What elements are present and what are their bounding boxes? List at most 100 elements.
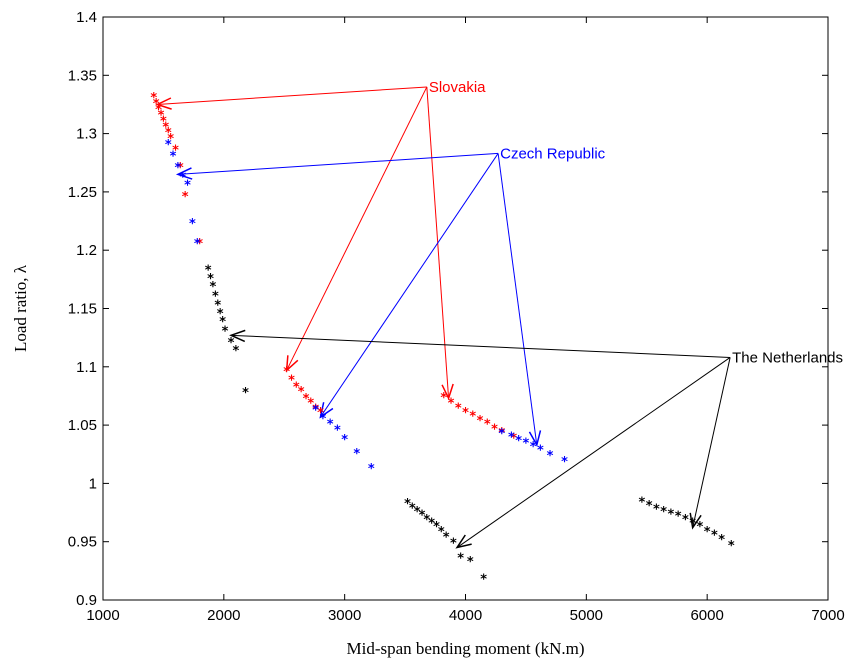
data-points-layer: ********************* * * * * * * * * ********** *… [150,91,736,588]
x-tick-label: 1000 [86,607,119,624]
annotation-label-the-netherlands: The Netherlands [732,349,843,366]
annotation-arrowhead-slovakia [285,355,299,373]
data-point-the-netherlands: * [216,307,224,322]
data-point-slovakia: * [447,397,455,412]
data-point-the-netherlands: * [480,573,488,588]
y-tick-label: 1.4 [76,9,97,26]
data-point-slovakia: * [312,402,320,417]
annotation-label-czech-republic: Czech Republic [500,145,606,162]
data-point-the-netherlands: * [682,513,690,528]
data-point-the-netherlands: * [711,528,719,543]
data-point-the-netherlands: * [653,503,661,518]
data-point-the-netherlands: * [433,520,441,535]
annotation-arrows-layer: Slovakia Czech Republic The Netherlands [155,79,843,549]
x-tick-label: 4000 [449,607,482,624]
data-point-czech-republic: * [367,462,375,477]
data-point-the-netherlands: * [428,517,436,532]
data-point-czech-republic: * [174,161,182,176]
data-point-slovakia: * [152,97,160,112]
y-tick-label: 1.1 [76,359,97,376]
data-point-slovakia: * [462,406,470,421]
data-point-slovakia: * [167,132,175,147]
data-point-slovakia: * [297,385,305,400]
data-point-the-netherlands: * [645,499,653,514]
y-tick-label: 1.35 [68,67,97,84]
x-tick-label: 5000 [570,607,603,624]
annotation-label-slovakia: Slovakia [429,79,486,96]
data-point-slovakia: * [510,432,518,447]
data-point-the-netherlands: * [214,299,222,314]
data-point-czech-republic: * [546,449,554,464]
data-point-the-netherlands: * [408,502,416,517]
data-point-the-netherlands: * [207,272,215,287]
y-axis-title: Load ratio, λ [11,264,30,352]
annotation-arrowhead-the-netherlands [455,534,472,549]
x-tick-label: 7000 [811,607,844,624]
data-point-slovakia: * [317,406,325,421]
data-point-czech-republic: * [312,404,320,419]
data-point-czech-republic: * [334,423,342,438]
data-point-slovakia: * [498,426,506,441]
data-point-czech-republic: * [319,412,327,427]
data-point-slovakia: * [454,401,462,416]
annotation-arrowhead-the-netherlands [229,329,246,343]
annotation-arrow-czech-republic [497,153,538,445]
y-tick-label: 1.3 [76,126,97,143]
annotation-arrowhead-czech-republic [528,430,542,447]
data-point-slovakia: * [283,365,291,380]
data-point-czech-republic: * [522,436,530,451]
data-point-slovakia: * [440,391,448,406]
data-point-the-netherlands: * [466,555,474,570]
y-tick-label: 1.2 [76,242,97,259]
annotation-arrowhead-czech-republic [175,167,193,180]
data-point-slovakia: * [292,380,300,395]
data-point-the-netherlands: * [227,336,235,351]
data-point-slovakia: * [491,422,499,437]
annotation-arrow-czech-republic [320,153,499,418]
data-point-slovakia: * [302,392,310,407]
data-point-czech-republic: * [353,447,361,462]
x-tick-label: 3000 [328,607,361,624]
data-point-the-netherlands: * [450,537,458,552]
data-point-slovakia: * [172,144,180,159]
data-point-the-netherlands: * [718,533,726,548]
data-point-the-netherlands: * [242,386,250,401]
data-point-the-netherlands: * [667,507,675,522]
annotation-arrowhead-the-netherlands [689,512,702,530]
data-point-the-netherlands: * [418,509,426,524]
data-point-the-netherlands: * [204,264,212,279]
data-point-slovakia: * [157,109,165,124]
data-point-the-netherlands: * [727,539,735,554]
data-point-czech-republic: * [164,138,172,153]
annotation-arrow-the-netherlands [456,357,731,548]
annotation-arrow-czech-republic [177,152,499,175]
data-point-czech-republic: * [537,443,545,458]
data-point-the-netherlands: * [232,344,240,359]
data-point-the-netherlands: * [696,520,704,535]
y-tick-label: 0.9 [76,592,97,609]
data-point-slovakia: * [196,237,204,252]
data-point-czech-republic: * [515,434,523,449]
data-point-slovakia: * [150,91,158,106]
data-point-slovakia: * [155,103,163,118]
data-point-the-netherlands: * [219,315,227,330]
data-point-czech-republic: * [326,418,334,433]
data-point-czech-republic: * [169,149,177,164]
y-tick-label: 1.05 [68,417,97,434]
data-point-the-netherlands: * [674,510,682,525]
data-point-czech-republic: * [341,433,349,448]
y-tick-label: 0.95 [68,534,97,551]
annotation-arrowhead-slovakia [155,97,172,110]
data-point-the-netherlands: * [423,513,431,528]
data-point-slovakia: * [307,397,315,412]
data-point-czech-republic: * [193,237,201,252]
data-point-slovakia: * [476,414,484,429]
data-point-slovakia: * [162,120,170,135]
data-point-czech-republic: * [498,427,506,442]
data-point-czech-republic: * [508,430,516,445]
data-point-slovakia: * [160,114,168,129]
annotation-arrowhead-slovakia [441,383,454,401]
y-tick-label: 1.25 [68,184,97,201]
y-tick-label: 1 [89,475,97,492]
